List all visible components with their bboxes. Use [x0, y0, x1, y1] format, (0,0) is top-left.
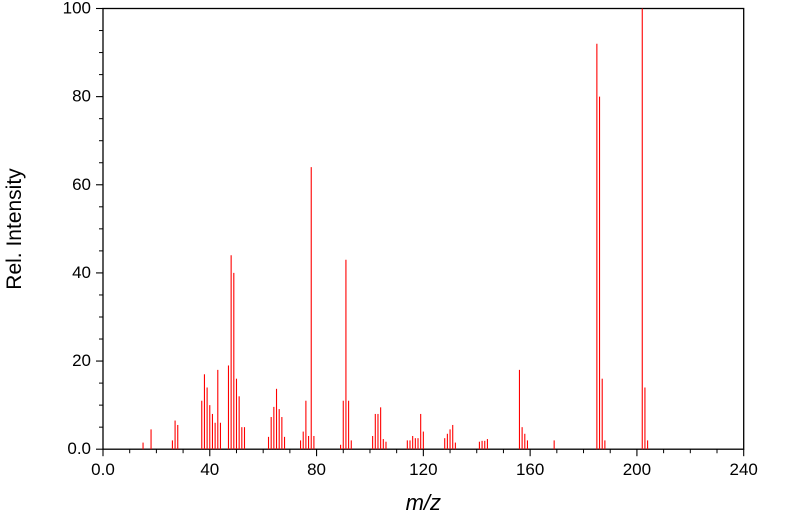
svg-text:20: 20: [72, 351, 91, 370]
svg-text:200: 200: [623, 460, 651, 479]
svg-text:40: 40: [72, 263, 91, 282]
svg-text:0.0: 0.0: [91, 460, 115, 479]
svg-text:80: 80: [72, 87, 91, 106]
svg-text:100: 100: [63, 0, 91, 18]
svg-text:120: 120: [409, 460, 437, 479]
svg-text:160: 160: [516, 460, 544, 479]
svg-text:240: 240: [730, 460, 758, 479]
svg-text:60: 60: [72, 175, 91, 194]
svg-text:80: 80: [307, 460, 326, 479]
svg-text:40: 40: [200, 460, 219, 479]
svg-text:0.0: 0.0: [67, 439, 91, 458]
